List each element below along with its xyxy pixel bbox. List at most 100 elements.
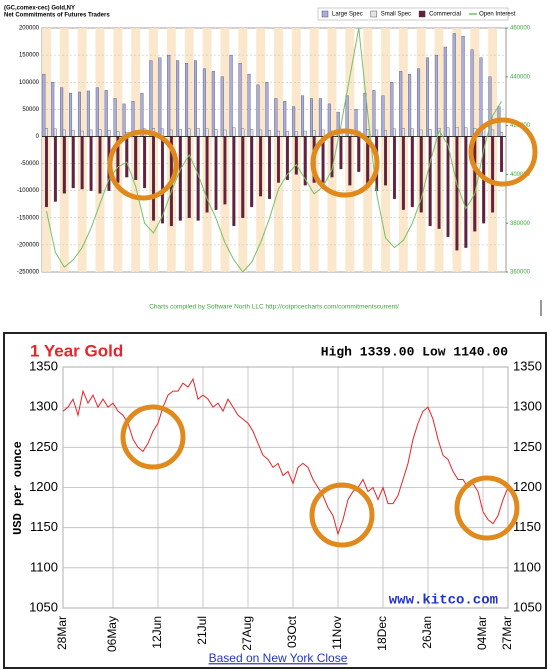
bar — [86, 90, 90, 137]
bar — [259, 129, 263, 137]
bar — [419, 129, 423, 137]
legend-label: Open Interest — [479, 12, 516, 18]
x-tick-label: 04Mar — [475, 616, 489, 650]
bar — [410, 136, 414, 208]
bar — [384, 130, 388, 137]
bar — [116, 131, 120, 137]
legend-box — [317, 7, 509, 21]
bar — [202, 68, 206, 137]
y-tick-label: 1050 — [29, 599, 58, 614]
bar — [425, 57, 429, 137]
bar — [285, 131, 289, 137]
y-tick-label: 1300 — [29, 399, 58, 414]
highlight-circle — [310, 128, 380, 198]
bar — [104, 90, 108, 137]
bar — [265, 82, 269, 137]
bar — [339, 136, 343, 170]
bar — [107, 130, 111, 137]
bar — [348, 136, 352, 186]
bar — [294, 136, 298, 175]
bar — [473, 136, 477, 232]
bar — [185, 63, 189, 137]
bar — [44, 128, 48, 137]
bar — [318, 98, 322, 137]
gold-title: 1 Year Gold — [30, 341, 123, 360]
bar — [292, 106, 296, 137]
bar — [113, 98, 117, 137]
bar — [178, 129, 182, 137]
bar — [321, 129, 325, 137]
y-tick-label: -200000 — [17, 242, 40, 248]
bar — [80, 130, 84, 137]
bar — [193, 60, 197, 137]
y2-tick-label: 400000 — [510, 172, 531, 178]
bar — [357, 136, 361, 172]
bar — [491, 129, 495, 137]
bar — [60, 87, 64, 137]
legend-swatch — [370, 10, 377, 18]
gold-note[interactable]: Based on New York Close — [209, 651, 348, 665]
y-tick-label: 200000 — [19, 26, 40, 32]
bar — [241, 136, 245, 218]
x-tick-label: 12Jun — [150, 616, 164, 649]
bar — [390, 82, 394, 137]
bar — [428, 136, 432, 227]
bar — [160, 136, 164, 224]
bar — [211, 71, 215, 137]
legend-swatch — [321, 10, 329, 18]
y2-tick-label: 380000 — [510, 221, 531, 227]
y-axis-label: USD per ounce — [11, 441, 25, 535]
bar — [309, 98, 313, 137]
bar — [223, 136, 227, 205]
legend-label: Small Spec — [381, 12, 411, 18]
bar — [312, 130, 316, 137]
bar — [152, 136, 156, 221]
cot-source: Charts compiled by Software North LLC ht… — [149, 304, 399, 311]
bar — [276, 130, 280, 137]
bar — [71, 136, 75, 189]
x-tick-label: 06May — [105, 616, 119, 652]
bar — [455, 136, 459, 251]
bar — [158, 57, 162, 137]
legend-label: Large Spec — [332, 12, 363, 18]
bar — [53, 128, 57, 137]
legend-label: Commercial — [429, 12, 461, 18]
bar — [375, 129, 379, 137]
bar — [392, 128, 396, 137]
bar — [149, 60, 153, 137]
bar — [392, 136, 396, 199]
bar — [167, 54, 171, 137]
bar — [44, 136, 48, 208]
bar — [169, 129, 173, 137]
gold-stats: High 1339.00 Low 1140.00 — [321, 344, 508, 359]
x-tick-label: 27Aug — [240, 616, 254, 651]
bar — [134, 136, 138, 180]
bar — [408, 73, 412, 137]
bar — [372, 90, 376, 137]
bar — [71, 130, 75, 137]
watermark: www.kitco.com — [389, 593, 498, 609]
bar — [214, 136, 218, 210]
bar — [401, 128, 405, 137]
y2-tick-label: 440000 — [510, 74, 531, 80]
bar — [178, 136, 182, 221]
y-tick-label: -100000 — [17, 188, 40, 194]
bar — [470, 49, 474, 137]
bar — [53, 136, 57, 202]
bar — [42, 73, 46, 137]
bar — [464, 136, 468, 248]
bar — [125, 136, 129, 178]
bar — [428, 129, 432, 137]
y-tick-label: 100000 — [19, 80, 40, 86]
y-tick-label-right: 1350 — [513, 358, 542, 373]
x-tick-label: 18Dec — [375, 616, 389, 651]
bar — [479, 57, 483, 137]
bar — [327, 103, 331, 137]
bar — [143, 136, 147, 189]
bar — [62, 129, 66, 137]
y-tick-label: -50000 — [20, 161, 39, 167]
y-tick-label-right: 1250 — [513, 439, 542, 454]
y-tick-label: 1100 — [30, 559, 58, 574]
bar — [223, 129, 227, 137]
